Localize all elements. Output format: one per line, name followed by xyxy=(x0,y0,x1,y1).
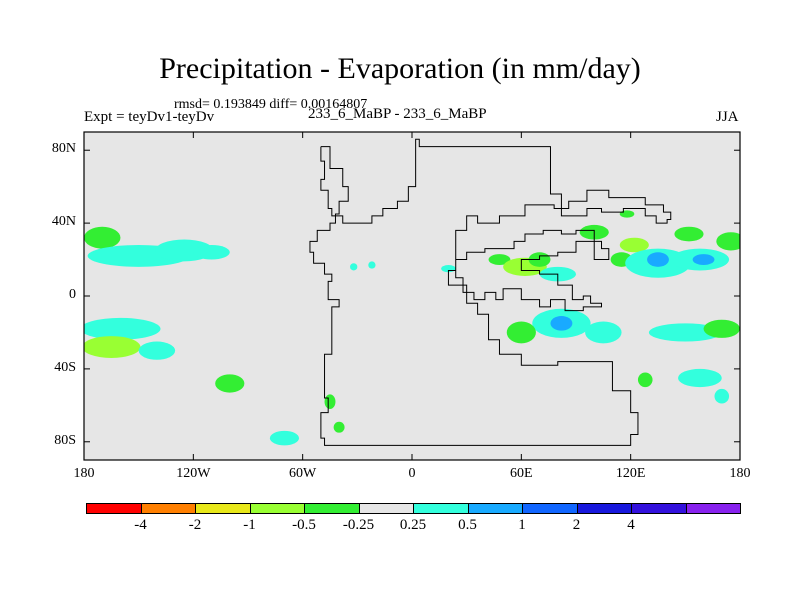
colorbar-box xyxy=(631,503,687,514)
y-tick-label: 0 xyxy=(69,287,76,302)
x-tick-label: 120E xyxy=(615,466,646,481)
x-tick-label: 60E xyxy=(510,466,533,481)
anomaly-patch xyxy=(84,336,141,358)
colorbar-tick-label: 4 xyxy=(627,517,635,533)
anomaly-patch xyxy=(716,232,740,251)
coastline-layer xyxy=(309,138,672,446)
anomaly-patch xyxy=(703,319,740,338)
anomaly-patch xyxy=(637,372,653,388)
anomaly-patch xyxy=(488,254,511,266)
colorbar-box xyxy=(249,503,305,514)
coastline-americas xyxy=(309,138,672,446)
y-tick-label: 40N xyxy=(51,214,76,230)
anomaly-patch xyxy=(84,317,161,340)
anomaly-patch xyxy=(714,388,730,404)
stats-label: rmsd= 0.193849 diff= 0.00164807 xyxy=(174,97,368,112)
anomaly-patch xyxy=(674,226,704,242)
colorbar-tick-label: 0.5 xyxy=(458,517,477,533)
colorbar-tick-label: -0.5 xyxy=(292,517,316,533)
x-tick-label: 60W xyxy=(289,466,317,481)
colorbar-box xyxy=(304,503,360,514)
anomaly-patch xyxy=(678,368,722,388)
anomaly-layer xyxy=(84,210,740,446)
anomaly-patch xyxy=(692,254,715,266)
y-tick-label: 80S xyxy=(54,432,76,448)
colorbar-box xyxy=(358,503,414,514)
colorbar-box xyxy=(467,503,523,514)
anomaly-patch xyxy=(84,226,121,249)
colorbar-box xyxy=(86,503,142,514)
anomaly-patch xyxy=(619,210,635,218)
anomaly-patch xyxy=(215,374,245,393)
x-tick-label: 180 xyxy=(73,466,95,481)
colorbar-tick-label: -2 xyxy=(188,517,202,533)
axis-ticks xyxy=(83,132,741,460)
x-tick-label: 180 xyxy=(729,466,751,481)
map-title: Precipitation - Evaporation (in mm/day) xyxy=(159,52,641,85)
anomaly-patch xyxy=(619,237,649,253)
anomaly-patch xyxy=(506,321,536,344)
anomaly-patch xyxy=(138,341,176,360)
season-label: JJA xyxy=(716,109,739,125)
colorbar-tick-label: 0.25 xyxy=(399,517,427,533)
colorbar-box xyxy=(413,503,469,514)
colorbar-box xyxy=(685,503,741,514)
x-tick-label: 120W xyxy=(176,466,211,481)
anomaly-patch xyxy=(585,321,622,344)
experiment-label: Expt = teyDv1-teyDv xyxy=(84,109,215,125)
colorbar-tick-label: -0.25 xyxy=(342,517,375,533)
colorbar-box xyxy=(576,503,632,514)
case-label: 233_6_MaBP - 233_6_MaBP xyxy=(308,106,487,122)
y-tick-label: 80N xyxy=(51,141,76,157)
anomaly-patch xyxy=(193,244,230,260)
anomaly-patch xyxy=(368,261,376,269)
colorbar-box xyxy=(195,503,251,514)
anomaly-patch xyxy=(550,316,573,331)
colorbar-box xyxy=(140,503,196,514)
anomaly-patch xyxy=(350,263,358,271)
anomaly-patch xyxy=(648,323,722,342)
colorbar-tick-label: -4 xyxy=(134,517,147,533)
colorbar-tick-label: 2 xyxy=(572,517,581,533)
anomaly-patch xyxy=(333,421,345,433)
y-tick-label: 40S xyxy=(54,359,76,375)
anomaly-patch xyxy=(324,394,336,409)
colorbar-box xyxy=(522,503,578,514)
colorbar-tick-label: -1 xyxy=(243,517,256,533)
plot-background xyxy=(84,132,740,460)
anomaly-patch xyxy=(647,252,669,267)
colorbar-tick-label: 1 xyxy=(518,517,526,533)
anomaly-patch xyxy=(269,430,300,446)
x-tick-label: 0 xyxy=(408,466,416,481)
